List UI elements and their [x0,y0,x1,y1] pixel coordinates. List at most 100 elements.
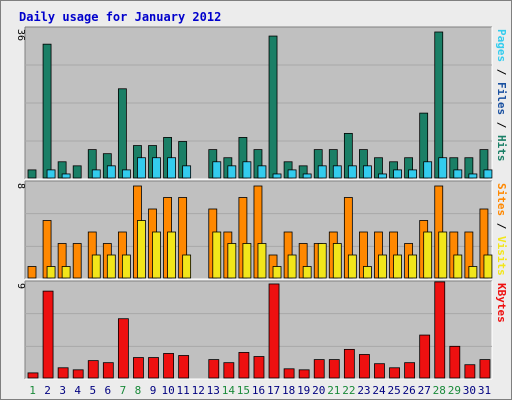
bar-files [347,165,357,179]
bar-kbytes [253,356,265,379]
bar-kbytes [148,357,159,379]
bar-kbytes [42,290,54,379]
bar-kbytes [374,363,385,379]
bar-kbytes [102,362,114,379]
bar-visits [438,231,448,279]
legend-item: Pages [495,29,508,62]
bar-kbytes [298,369,310,379]
x-tick-label: 12 [192,384,205,397]
bar-kbytes [178,355,190,379]
legend-item: / [495,216,508,236]
bar-kbytes [223,362,235,379]
bar-visits [46,266,56,279]
bar-kbytes [283,368,295,379]
bar-files [287,169,297,179]
bar-kbytes [57,367,69,379]
legend-item: Visits [495,236,508,276]
x-tick-label: 22 [342,384,355,397]
bar-files [167,157,176,179]
x-tick-label: 2 [44,384,51,397]
x-tick-label: 18 [282,384,295,397]
x-tick-label: 17 [267,384,280,397]
x-tick-label: 9 [150,384,157,397]
bar-visits [227,243,237,279]
x-tick-label: 26 [403,384,416,397]
bar-files [106,165,116,179]
bar-files [46,169,56,179]
bar-kbytes [313,359,325,379]
x-tick-label: 5 [89,384,96,397]
bar-files [408,169,418,179]
bar-files [438,157,448,179]
bar-visits [408,254,418,279]
y-max-label: 8 [15,183,26,189]
bar-kbytes [404,362,416,379]
bar-files [272,173,282,179]
x-tick-label: 16 [252,384,265,397]
legend-label: Sites / Visits [495,183,508,276]
bar-kbytes [449,345,461,379]
legend-item: / [495,62,508,82]
x-tick-label: 7 [120,384,127,397]
x-tick-label: 27 [418,384,431,397]
bar-visits [483,254,493,279]
bar-kbytes [238,352,250,379]
legend-item: Hits [495,135,508,162]
bar-visits [317,243,327,279]
bar-visits [287,254,297,279]
bar-files [393,169,402,179]
legend-label: KBytes [495,283,508,323]
bar-kbytes [208,359,220,379]
bar-visits [302,266,312,279]
bar-files [61,173,71,179]
x-tick-label: 6 [105,384,112,397]
x-tick-label: 21 [327,384,340,397]
x-tick-label: 24 [372,384,386,397]
bar-files [483,169,493,179]
bar-files [227,165,237,179]
y-max-label: 36 [15,29,26,41]
x-tick-label: 8 [135,384,142,397]
legend-item: KBytes [495,283,508,323]
bar-sites [27,266,37,279]
bar-files [182,165,192,179]
legend-item: Sites [495,183,508,216]
bar-files [423,161,433,179]
bar-files [212,161,222,179]
bar-files [468,173,478,179]
bar-hits [42,43,52,179]
bar-kbytes [72,369,84,379]
x-tick-label: 23 [357,384,370,397]
bar-kbytes [117,318,129,379]
bar-kbytes [133,357,144,379]
bar-visits [378,254,387,279]
bar-hits [434,31,444,179]
bar-visits [121,254,131,279]
bar-kbytes [389,367,400,379]
bar-files [242,161,252,179]
legend-label: Pages / Files / Hits [495,29,508,162]
legend-item: / [495,115,508,135]
bar-visits [152,231,161,279]
bar-visits [363,266,372,279]
bar-visits [137,220,146,279]
bar-kbytes [359,354,370,379]
bar-visits [242,243,252,279]
bar-kbytes [464,364,476,379]
bar-kbytes [27,372,39,379]
bar-files [152,157,161,179]
x-tick-label: 15 [237,384,250,397]
legend-item: Files [495,82,508,115]
bar-visits [423,231,433,279]
bar-visits [272,266,282,279]
bar-files [302,173,312,179]
bar-visits [257,243,267,279]
bar-visits [393,254,402,279]
bar-kbytes [343,348,355,379]
bar-files [91,169,101,179]
bar-kbytes [163,353,174,379]
bar-visits [106,254,116,279]
x-tick-label: 14 [222,384,236,397]
bar-visits [167,231,176,279]
